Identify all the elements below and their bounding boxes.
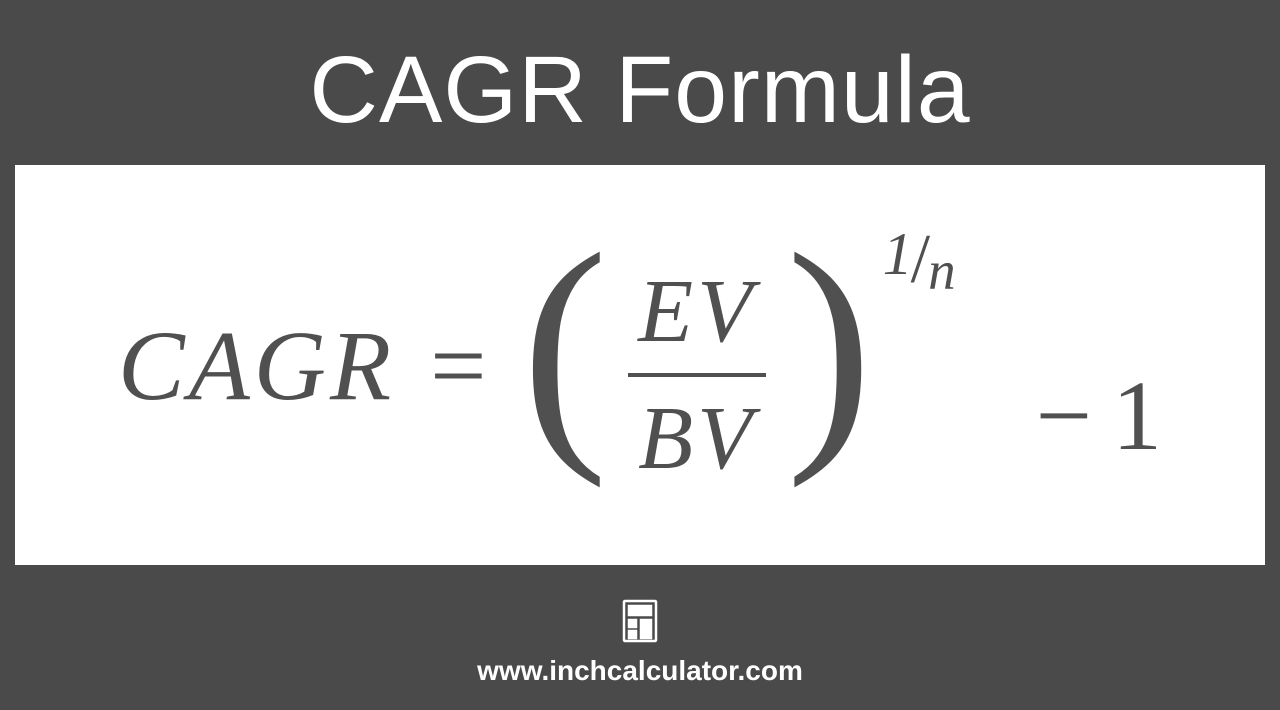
footer-url: www.inchcalculator.com xyxy=(477,655,803,687)
fraction-line xyxy=(628,373,766,377)
exponent-n: n xyxy=(928,240,956,301)
exponent: 1/n xyxy=(883,220,956,302)
footer-bar: www.inchcalculator.com xyxy=(0,575,1280,710)
left-parenthesis: ( xyxy=(522,235,609,456)
fraction-denominator: BV xyxy=(628,382,766,495)
formula-variable-cagr: CAGR xyxy=(118,308,395,423)
formula-equals: = xyxy=(430,308,486,423)
exponent-one: 1 xyxy=(883,221,913,287)
formula-container: CAGR = ( EV BV ) 1/n − 1 xyxy=(118,235,1162,495)
fraction-numerator: EV xyxy=(628,255,766,368)
calculator-icon xyxy=(621,599,659,643)
page-title: CAGR Formula xyxy=(309,36,970,145)
header-bar: CAGR Formula xyxy=(0,0,1280,155)
formula-fraction-group: ( EV BV ) 1/n xyxy=(522,235,956,495)
formula-section: CAGR = ( EV BV ) 1/n − 1 xyxy=(15,165,1265,565)
right-parenthesis: ) xyxy=(786,235,873,456)
fraction: EV BV xyxy=(608,255,786,495)
formula-minus: − xyxy=(1036,358,1092,473)
formula-one: 1 xyxy=(1112,358,1162,473)
